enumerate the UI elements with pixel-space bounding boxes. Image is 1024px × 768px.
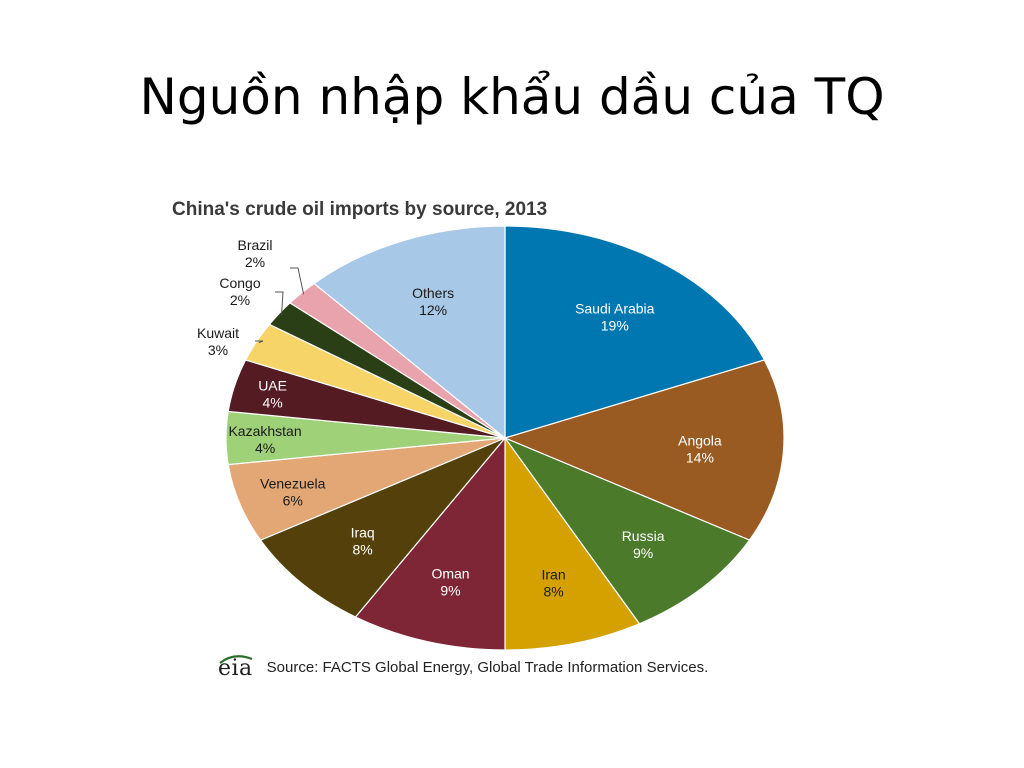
- pie-label-angola: Angola 14%: [678, 432, 722, 465]
- pie-slice-russia: [503, 436, 751, 625]
- pie-label-name: Oman: [431, 566, 469, 582]
- pie-label-oman: Oman 9%: [431, 566, 469, 599]
- pie-label-name: Iraq: [351, 525, 375, 541]
- pie-label-value: 3%: [208, 342, 228, 358]
- pie-label-value: 9%: [633, 545, 653, 561]
- pie-label-value: 2%: [230, 292, 250, 308]
- pie-label-iraq: Iraq 8%: [351, 525, 375, 558]
- slide-title: Nguồn nhập khẩu dầu của TQ: [139, 68, 885, 126]
- pie-label-value: 8%: [543, 584, 563, 600]
- pie-label-venezuela: Venezuela 6%: [260, 475, 326, 508]
- pie-label-value: 8%: [353, 542, 373, 558]
- pie-label-value: 19%: [601, 317, 629, 333]
- pie-label-name: Kazakhstan: [228, 423, 301, 439]
- pie-label-name: Iran: [542, 567, 566, 583]
- leader-line-congo: [275, 291, 284, 315]
- pie-label-saudi-arabia: Saudi Arabia 19%: [575, 300, 655, 333]
- eia-swoosh-icon: [219, 655, 253, 664]
- pie-label-value: 4%: [255, 440, 275, 456]
- pie-label-name: Saudi Arabia: [575, 300, 655, 316]
- chart-title: China's crude oil imports by source, 201…: [172, 199, 548, 220]
- pie-label-name: Others: [412, 285, 454, 301]
- pie-slice-angola: [503, 359, 785, 541]
- pie-label-value: 14%: [686, 449, 714, 465]
- pie-label-value: 4%: [262, 395, 282, 411]
- pie-leader-lines: [255, 267, 305, 344]
- pie-label-kazakhstan: Kazakhstan 4%: [228, 423, 301, 456]
- pie-slice-saudi-arabia: [504, 225, 766, 439]
- pie-slices: [225, 225, 785, 651]
- pie-label-brazil: Brazil 2%: [237, 237, 272, 270]
- pie-label-name: UAE: [258, 378, 287, 394]
- pie-slice-others: [313, 225, 506, 440]
- pie-label-value: 9%: [440, 583, 460, 599]
- pie-label-value: 2%: [245, 254, 265, 270]
- pie-label-congo: Congo 2%: [219, 275, 260, 308]
- pie-label-iran: Iran 8%: [542, 567, 566, 600]
- pie-label-name: Venezuela: [260, 475, 326, 491]
- pie-label-name: Congo: [219, 275, 260, 291]
- pie-label-uae: UAE 4%: [258, 378, 287, 411]
- leader-line-brazil: [290, 267, 305, 295]
- pie-label-others: Others 12%: [412, 285, 454, 318]
- chart-source: Source: FACTS Global Energy, Global Trad…: [266, 659, 709, 676]
- pie-slice-iran: [504, 436, 641, 651]
- eia-logo: eia: [218, 654, 253, 681]
- pie-label-name: Brazil: [237, 237, 272, 253]
- pie-label-kuwait: Kuwait 3%: [197, 325, 239, 358]
- pie-label-name: Angola: [678, 432, 722, 448]
- pie-label-name: Kuwait: [197, 325, 239, 341]
- pie-slice-oman: [354, 436, 506, 651]
- pie-slice-iraq: [259, 437, 506, 618]
- source-line: eia Source: FACTS Global Energy, Global …: [218, 654, 708, 681]
- pie-labels: Saudi Arabia 19%Angola 14%Russia 9%Iran 8%Om…: [197, 237, 722, 600]
- pie-label-value: 12%: [419, 302, 447, 318]
- pie-label-value: 6%: [283, 492, 303, 508]
- pie-label-russia: Russia 9%: [622, 528, 665, 561]
- leader-line-kuwait: [255, 340, 264, 344]
- pie-label-name: Russia: [622, 528, 665, 544]
